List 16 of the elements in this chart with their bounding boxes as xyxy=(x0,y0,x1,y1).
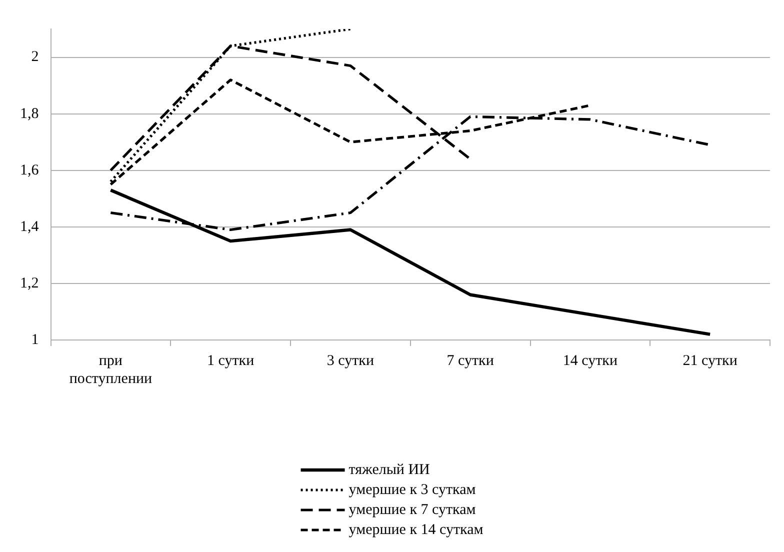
y-tick-label: 1 xyxy=(31,332,39,348)
x-tick-label: 7 сутки xyxy=(446,352,494,369)
x-tick-label: 3 сутки xyxy=(326,352,374,369)
legend-label: умершие к 7 суткам xyxy=(348,502,476,518)
x-tick-label: 21 сутки xyxy=(682,352,738,369)
y-tick-label: 2 xyxy=(31,49,39,66)
y-tick-label: 1,6 xyxy=(20,162,40,178)
legend-label: тяжелый ИИ xyxy=(348,462,430,478)
legend-label: умершие к 14 суткам xyxy=(348,522,484,538)
x-tick-label: 1 сутки xyxy=(207,352,254,369)
x-tick-label: при поступлении xyxy=(69,352,152,387)
y-tick-label: 1,4 xyxy=(20,218,40,235)
y-tick-label: 1,2 xyxy=(20,275,39,292)
y-tick-label: 1,8 xyxy=(20,106,39,122)
legend-label: умершие к 3 суткам xyxy=(348,482,476,498)
x-tick-label: 14 сутки xyxy=(562,352,618,369)
